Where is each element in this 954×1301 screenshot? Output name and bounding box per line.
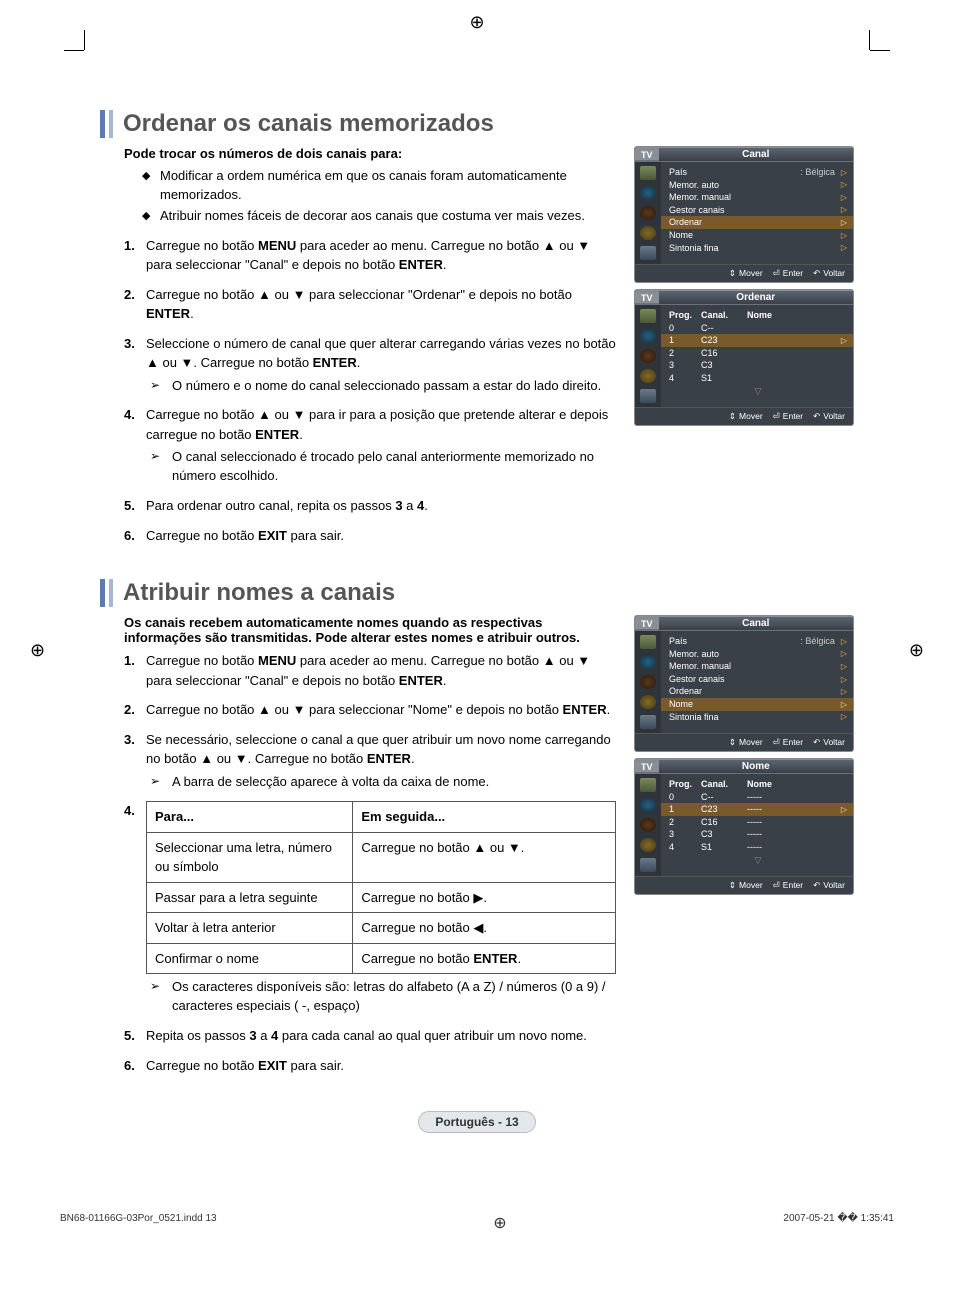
setup-icon: [640, 226, 656, 240]
registration-mark-right: ⊕: [909, 640, 924, 661]
step: Carregue no botão EXIT para sair.: [124, 526, 616, 546]
channel-icon: [640, 206, 656, 220]
bullet-item: Atribuir nomes fáceis de decorar aos can…: [142, 207, 616, 226]
step-note: Os caracteres disponíveis são: letras do…: [146, 978, 616, 1016]
osd-canal-menu: TV Canal País:: [634, 146, 854, 283]
step: Carregue no botão ▲ ou ▼ para selecciona…: [124, 285, 616, 324]
registration-mark-bottom: [493, 1213, 506, 1233]
step: Para... Em seguida... Seleccionar uma le…: [124, 801, 616, 1016]
step: Carregue no botão MENU para aceder ao me…: [124, 236, 616, 275]
step: Repita os passos 3 a 4 para cada canal a…: [124, 1026, 616, 1046]
osd-title: Ordenar: [659, 291, 853, 304]
step-note: A barra de selecção aparece à volta da c…: [146, 773, 616, 792]
step: Seleccione o número de canal que quer al…: [124, 334, 616, 396]
osd-ordenar-menu: TV Ordenar Prog.Canal.Nome 0C-- 1C23▷: [634, 289, 854, 426]
picture-icon: [640, 166, 656, 180]
step: Carregue no botão ▲ ou ▼ para ir para a …: [124, 405, 616, 486]
osd-canal-menu-nome: TV Canal País: Bélgica▷ Memor. auto▷ Mem…: [634, 615, 854, 752]
section-title: Atribuir nomes a canais: [123, 579, 395, 607]
page-badge: Português - 13: [418, 1111, 535, 1133]
tv-label: TV: [635, 150, 659, 160]
print-footer: BN68-01166G-03Por_0521.indd 13 2007-05-2…: [50, 1213, 904, 1233]
bullet-list: Modificar a ordem numérica em que os can…: [124, 167, 616, 226]
footer-move: Mover: [729, 268, 763, 279]
step: Carregue no botão EXIT para sair.: [124, 1056, 616, 1076]
step: Para ordenar outro canal, repita os pass…: [124, 496, 616, 516]
page-footer: Português - 13: [100, 1111, 854, 1133]
input-icon: [640, 246, 656, 260]
sound-icon: [640, 186, 656, 200]
tv-label: TV: [635, 293, 659, 303]
th-emseguida: Em seguida...: [353, 802, 616, 833]
step-note: O número e o nome do canal seleccionado …: [146, 377, 616, 396]
step: Se necessário, seleccione o canal a que …: [124, 730, 616, 792]
section-header-ordenar: Ordenar os canais memorizados: [100, 110, 854, 138]
step: Carregue no botão ▲ ou ▼ para selecciona…: [124, 700, 616, 720]
footer-back: Voltar: [813, 268, 845, 279]
intro-text: Pode trocar os números de dois canais pa…: [124, 146, 616, 161]
osd-title: Canal: [659, 148, 853, 161]
step-note: O canal seleccionado é trocado pelo cana…: [146, 448, 616, 486]
step: Carregue no botão MENU para aceder ao me…: [124, 651, 616, 690]
print-file: BN68-01166G-03Por_0521.indd 13: [60, 1213, 217, 1233]
instruction-table: Para... Em seguida... Seleccionar uma le…: [146, 801, 616, 974]
footer-enter: Enter: [773, 268, 803, 279]
osd-icon-strip: [635, 162, 661, 264]
section-title: Ordenar os canais memorizados: [123, 110, 494, 138]
print-time: 2007-05-21 �� 1:35:41: [783, 1213, 894, 1233]
osd-nome-menu: TV Nome Prog.Canal.Nome 0C------- 1C23--…: [634, 758, 854, 895]
bullet-item: Modificar a ordem numérica em que os can…: [142, 167, 616, 205]
intro-text: Os canais recebem automaticamente nomes …: [124, 615, 616, 645]
th-para: Para...: [147, 802, 353, 833]
section-header-atribuir: Atribuir nomes a canais: [100, 579, 854, 607]
registration-mark-left: ⊕: [30, 640, 45, 661]
